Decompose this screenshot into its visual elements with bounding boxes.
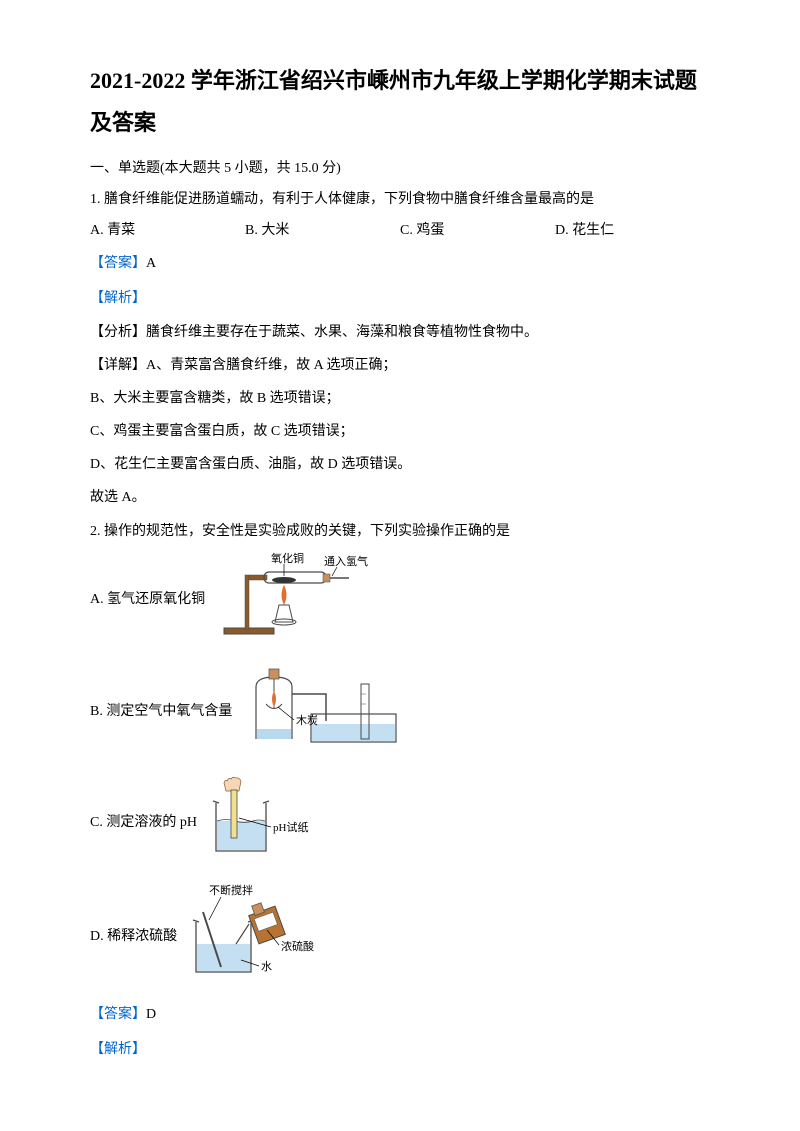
fig-b-label1: 木炭 bbox=[296, 714, 318, 727]
q1-option-b: B. 大米 bbox=[245, 218, 400, 243]
fig-a-label2: 通入氢气 bbox=[324, 554, 368, 568]
q2-analysis-label: 【解析】 bbox=[90, 1037, 710, 1062]
q1-options: A. 青菜 B. 大米 C. 鸡蛋 D. 花生仁 bbox=[90, 218, 710, 243]
q1-analysis-5: D、花生仁主要富含蛋白质、油脂，故 D 选项错误。 bbox=[90, 452, 710, 477]
q1-option-d: D. 花生仁 bbox=[555, 218, 710, 243]
q2-option-b-row: B. 测定空气中氧气含量 木炭 bbox=[90, 659, 710, 763]
fig-c-label1: pH试纸 bbox=[273, 821, 308, 834]
answer-label: 【答案】 bbox=[90, 256, 146, 271]
q2-option-d-row: D. 稀释浓硫酸 不断搅拌 浓硫酸 水 bbox=[90, 882, 710, 991]
q2-option-c-label: C. 测定溶液的 pH bbox=[90, 810, 197, 835]
answer-value: A bbox=[146, 256, 156, 271]
q1-conclude: 故选 A。 bbox=[90, 485, 710, 510]
document-title: 2021-2022 学年浙江省绍兴市嵊州市九年级上学期化学期末试题及答案 bbox=[90, 60, 710, 144]
q2-option-d-label: D. 稀释浓硫酸 bbox=[90, 924, 177, 949]
q2-stem: 2. 操作的规范性，安全性是实验成败的关键，下列实验操作正确的是 bbox=[90, 519, 710, 544]
q2-answer: 【答案】D bbox=[90, 1002, 710, 1027]
q2-option-a-label: A. 氢气还原氧化铜 bbox=[90, 587, 205, 612]
q2-option-c-row: C. 测定溶液的 pH pH试纸 bbox=[90, 773, 710, 872]
fig-d-label1: 不断搅拌 bbox=[209, 883, 253, 897]
section-header: 一、单选题(本大题共 5 小题，共 15.0 分) bbox=[90, 156, 710, 181]
q1-stem: 1. 膳食纤维能促进肠道蠕动，有利于人体健康，下列食物中膳食纤维含量最高的是 bbox=[90, 187, 710, 212]
q2-figure-c: pH试纸 bbox=[201, 773, 341, 872]
fig-d-label2: 浓硫酸 bbox=[281, 939, 314, 953]
q1-analysis-3: B、大米主要富含糖类，故 B 选项错误； bbox=[90, 386, 710, 411]
q1-analysis-label: 【解析】 bbox=[90, 286, 710, 311]
answer-label: 【答案】 bbox=[90, 1007, 146, 1022]
fig-a-label1: 氧化铜 bbox=[271, 551, 304, 565]
answer-value: D bbox=[146, 1007, 156, 1022]
q1-analysis-4: C、鸡蛋主要富含蛋白质，故 C 选项错误； bbox=[90, 419, 710, 444]
q2-figure-b: 木炭 bbox=[236, 659, 416, 763]
q1-analysis-1: 【分析】膳食纤维主要存在于蔬菜、水果、海藻和粮食等植物性食物中。 bbox=[90, 320, 710, 345]
q2-option-b-label: B. 测定空气中氧气含量 bbox=[90, 699, 232, 724]
q2-figure-d: 不断搅拌 浓硫酸 水 bbox=[181, 882, 341, 991]
q2-figure-a: 氧化铜 通入氢气 bbox=[209, 550, 379, 649]
q1-answer: 【答案】A bbox=[90, 251, 710, 276]
q1-analysis-2: 【详解】A、青菜富含膳食纤维，故 A 选项正确； bbox=[90, 353, 710, 378]
q1-option-a: A. 青菜 bbox=[90, 218, 245, 243]
fig-d-label3: 水 bbox=[261, 960, 272, 973]
q1-option-c: C. 鸡蛋 bbox=[400, 218, 555, 243]
q2-option-a-row: A. 氢气还原氧化铜 氧化铜 通入氢气 bbox=[90, 550, 710, 649]
